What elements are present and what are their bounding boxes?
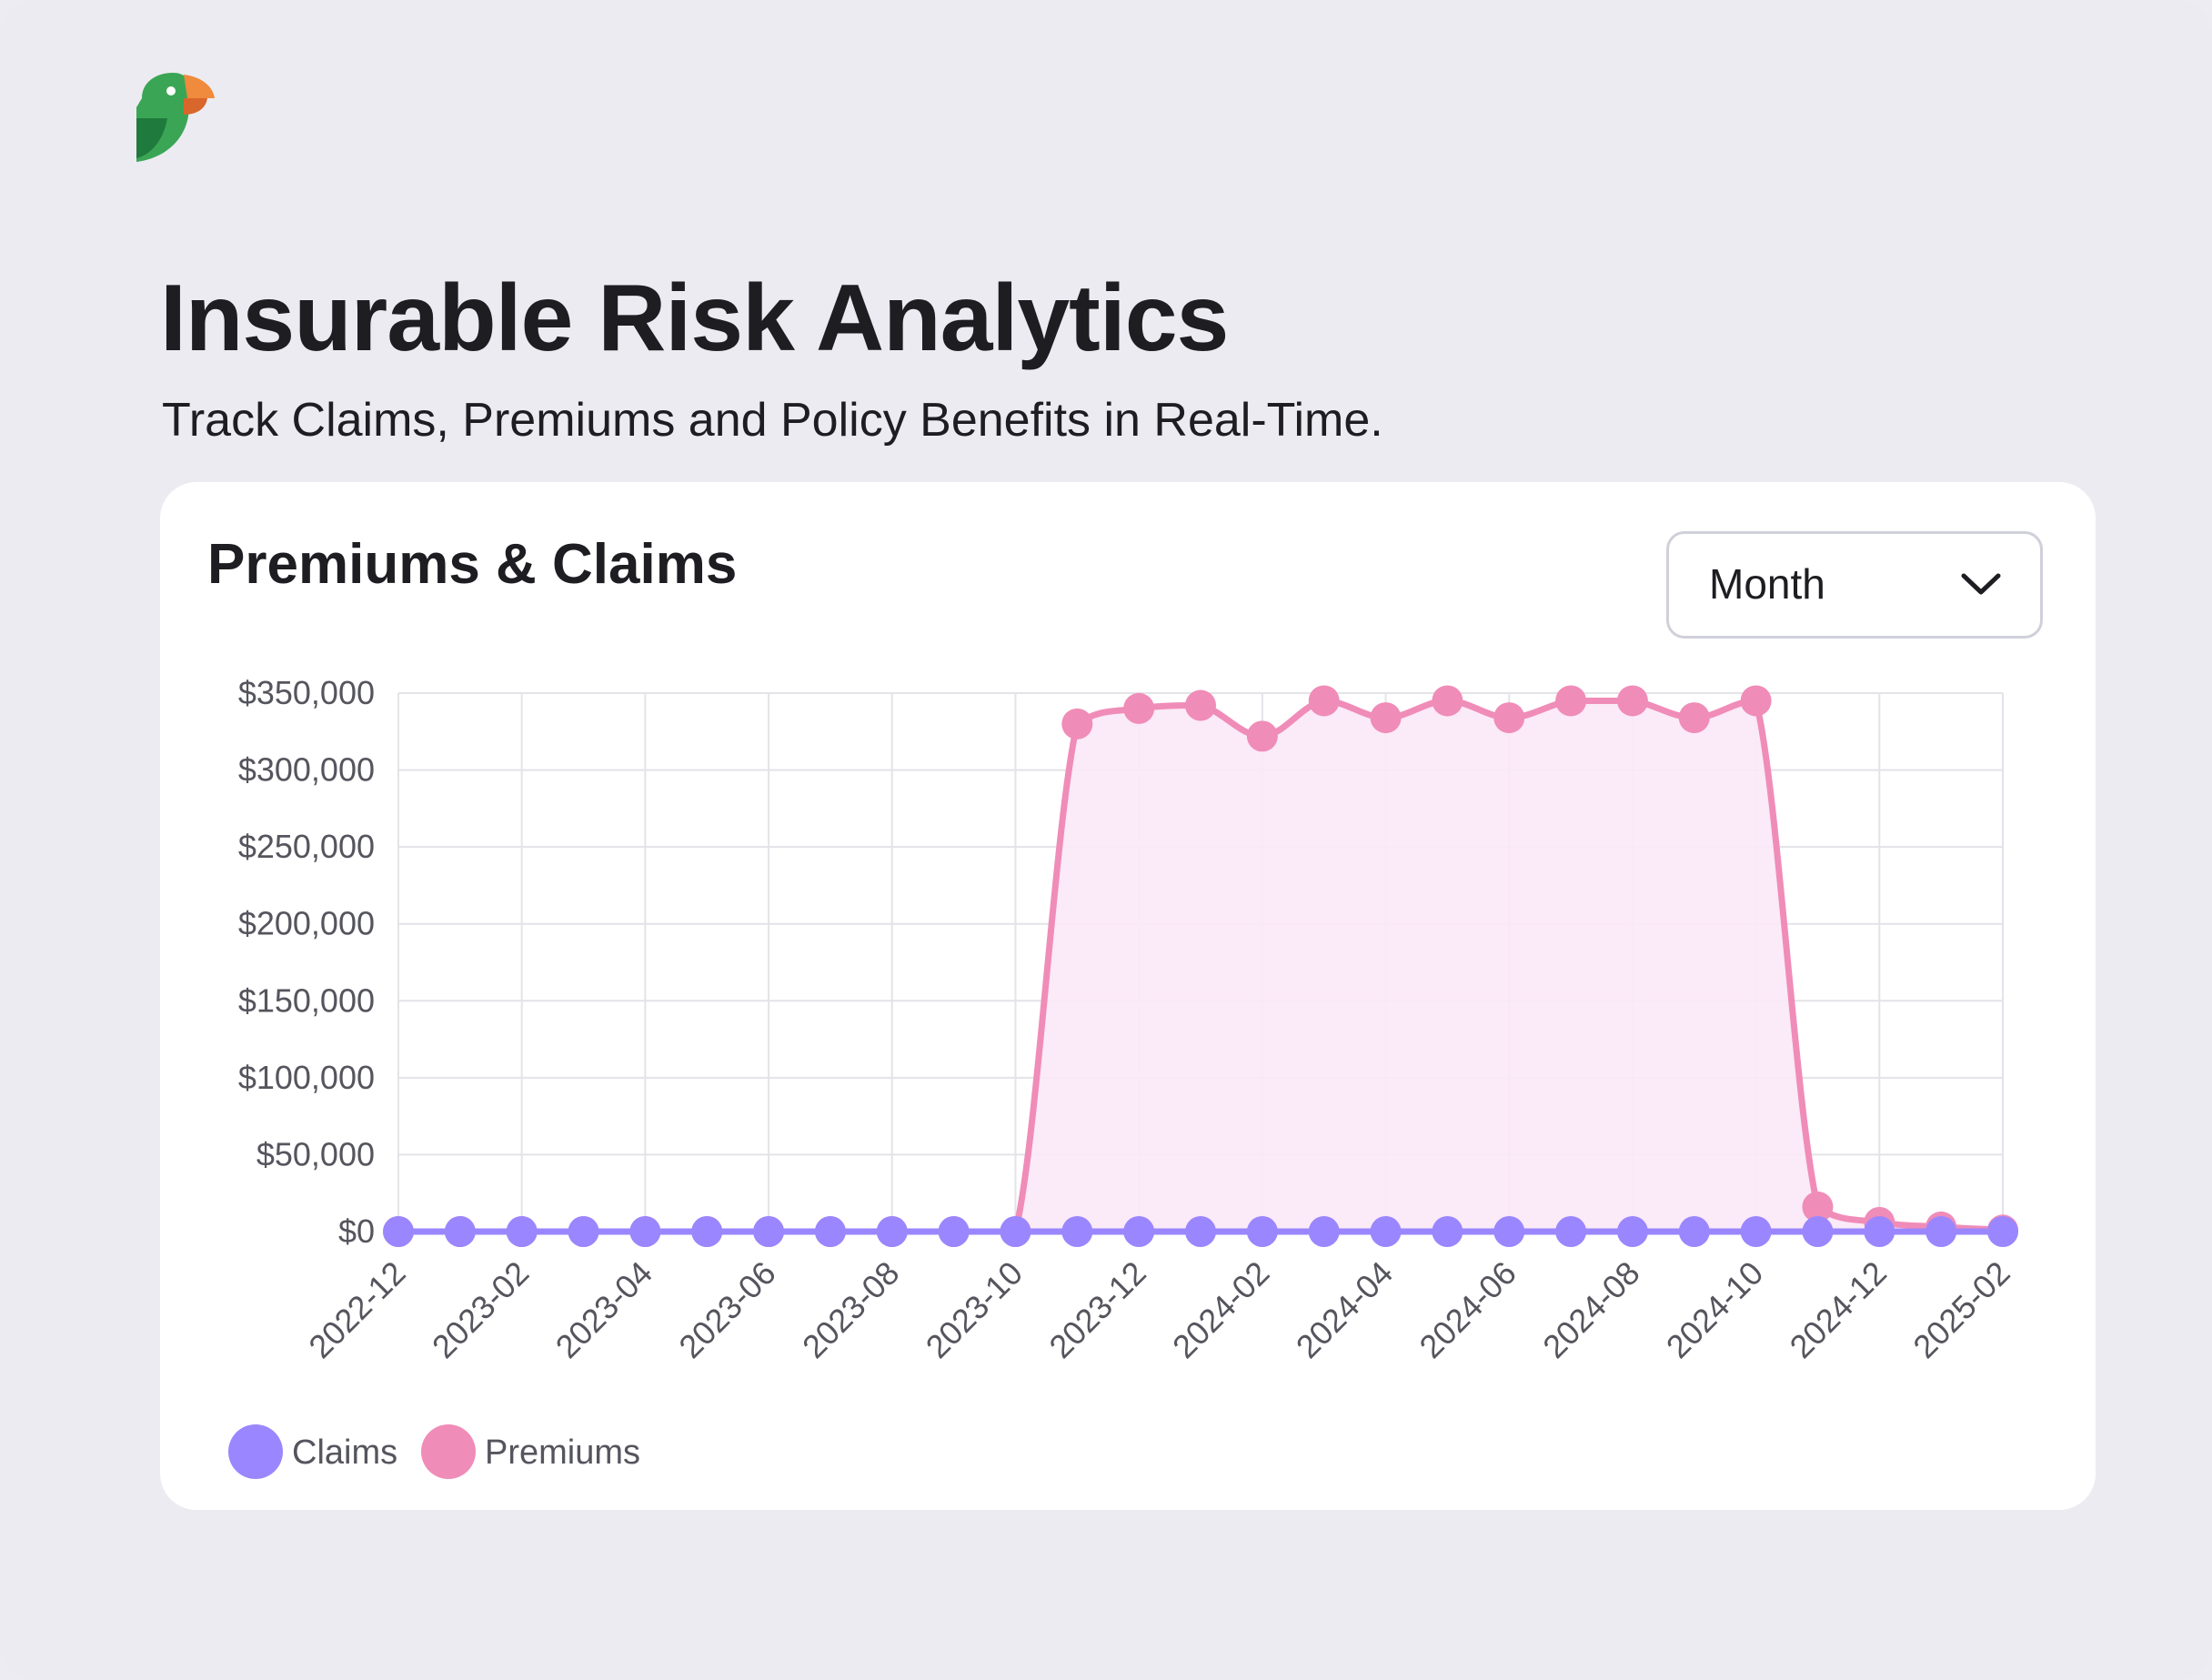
x-tick-label: 2023-04 xyxy=(548,1254,659,1365)
premiums-point xyxy=(1123,692,1155,724)
premiums-point xyxy=(1555,685,1587,717)
claims-point xyxy=(753,1216,785,1247)
x-tick-label: 2024-08 xyxy=(1535,1254,1646,1365)
premiums-point xyxy=(1308,685,1340,717)
claims-point xyxy=(1987,1216,2018,1247)
claims-point xyxy=(1740,1216,1772,1247)
y-tick-label: $200,000 xyxy=(238,905,375,942)
premiums-point xyxy=(1061,708,1093,739)
premiums-point xyxy=(1432,685,1463,717)
claims-point xyxy=(1246,1216,1278,1247)
parrot-logo-icon xyxy=(136,73,215,162)
claims-point xyxy=(506,1216,538,1247)
claims-point xyxy=(1308,1216,1340,1247)
y-tick-label: $0 xyxy=(338,1212,375,1250)
premiums-claims-chart: $0 $50,000 $100,000 $150,000 $200,000 $250,00… xyxy=(228,674,2018,1479)
premiums-area xyxy=(398,700,2003,1232)
period-select-value: Month xyxy=(1709,560,1825,608)
claims-point xyxy=(1370,1216,1402,1247)
claims-legend-label: Claims xyxy=(292,1434,397,1472)
claims-point xyxy=(383,1216,414,1247)
claims-point xyxy=(1555,1216,1587,1247)
y-tick-label: $150,000 xyxy=(238,981,375,1019)
claims-point xyxy=(444,1216,476,1247)
claims-point xyxy=(1802,1216,1834,1247)
claims-point xyxy=(1678,1216,1710,1247)
x-tick-label: 2023-06 xyxy=(671,1254,782,1365)
claims-point xyxy=(1185,1216,1216,1247)
page-title: Insurable Risk Analytics xyxy=(160,266,1229,371)
x-tick-label: 2024-12 xyxy=(1783,1254,1894,1365)
x-tick-label: 2024-02 xyxy=(1165,1254,1276,1365)
claims-point xyxy=(1061,1216,1093,1247)
premiums-legend-label: Premiums xyxy=(485,1434,640,1472)
premiums-point xyxy=(1370,702,1402,734)
x-tick-label: 2024-06 xyxy=(1412,1254,1523,1365)
claims-point xyxy=(1432,1216,1463,1247)
y-tick-label: $250,000 xyxy=(238,828,375,865)
claims-point xyxy=(938,1216,970,1247)
claims-legend-swatch xyxy=(228,1424,283,1479)
y-tick-label: $300,000 xyxy=(238,751,375,789)
claims-point xyxy=(629,1216,661,1247)
premiums-point xyxy=(1802,1191,1834,1222)
claims-point xyxy=(1864,1216,1895,1247)
premiums-claims-card: Premiums & Claims Month $0 $50,000 $100,00… xyxy=(160,482,2096,1510)
y-tick-label: $350,000 xyxy=(238,674,375,711)
y-tick-label: $100,000 xyxy=(238,1059,375,1096)
claims-point xyxy=(1123,1216,1155,1247)
premiums-point xyxy=(1678,702,1710,734)
x-tick-label: 2023-10 xyxy=(919,1254,1030,1365)
premiums-point xyxy=(1246,720,1278,752)
claims-point xyxy=(568,1216,599,1247)
x-tick-label: 2024-04 xyxy=(1289,1254,1400,1365)
x-tick-label: 2023-12 xyxy=(1041,1254,1152,1365)
x-tick-label: 2025-02 xyxy=(1905,1254,2016,1365)
claims-point xyxy=(1616,1216,1648,1247)
page-subtitle: Track Claims, Premiums and Policy Benefi… xyxy=(162,394,1383,447)
premiums-point xyxy=(1740,685,1772,717)
claims-point xyxy=(1493,1216,1525,1247)
premiums-point xyxy=(1616,685,1648,717)
premiums-legend-swatch xyxy=(421,1424,476,1479)
premiums-point xyxy=(1493,702,1525,734)
x-tick-label: 2024-10 xyxy=(1659,1254,1770,1365)
card-title: Premiums & Claims xyxy=(207,533,738,596)
y-tick-label: $50,000 xyxy=(256,1135,375,1172)
claims-point xyxy=(814,1216,846,1247)
claims-point xyxy=(876,1216,908,1247)
period-select[interactable]: Month xyxy=(1666,531,2043,639)
x-tick-label: 2022-12 xyxy=(301,1254,412,1365)
x-tick-label: 2023-02 xyxy=(425,1254,536,1365)
claims-point xyxy=(1925,1216,1957,1247)
claims-point xyxy=(691,1216,723,1247)
chevron-down-icon xyxy=(1961,573,2001,595)
x-tick-label: 2023-08 xyxy=(795,1254,906,1365)
premiums-point xyxy=(1185,689,1216,721)
claims-point xyxy=(1000,1216,1031,1247)
